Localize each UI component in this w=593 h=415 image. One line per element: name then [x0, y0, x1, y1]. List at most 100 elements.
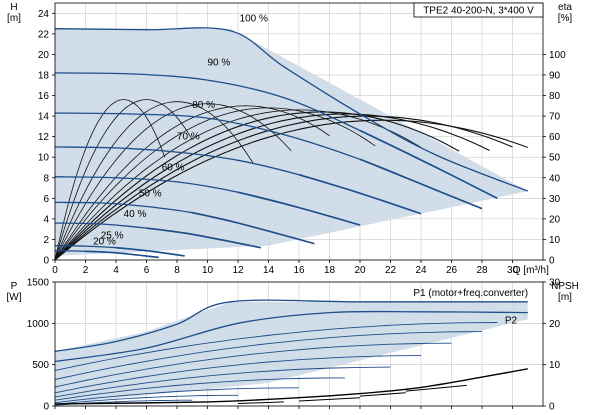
speed-label: 50 % [139, 188, 162, 199]
head-tick-label-x: 20 [354, 265, 366, 276]
npsh-partial-curve [298, 397, 361, 402]
power-ylabel: P [11, 281, 18, 292]
speed-label: 60 % [162, 163, 185, 174]
head-tick-label-x: 18 [324, 265, 336, 276]
head-tick-label-x: 6 [144, 265, 150, 276]
eta-curve [54, 107, 376, 261]
power-tick-label-y2: 10 [549, 360, 561, 371]
head-tick-label-y2: 90 [549, 70, 561, 81]
chart-title: TPE2 40-200-N, 3*400 V [423, 6, 534, 17]
power-y2label: [m] [558, 292, 572, 303]
head-tick-label-y: 2 [43, 235, 49, 246]
head-tick-label-x: 0 [52, 265, 58, 276]
head-tick-label-y: 14 [38, 112, 50, 123]
head-operating-envelope [55, 28, 528, 256]
head-tick-label-x: 16 [293, 265, 305, 276]
head-tick-label-y2: 20 [549, 214, 561, 225]
head-tick-label-y: 8 [43, 173, 49, 184]
eta-curve [54, 99, 193, 261]
head-tick-label-x: 2 [83, 265, 89, 276]
power-ylabel: [W] [7, 292, 22, 303]
npsh-partial-curve [405, 384, 467, 392]
head-curve-tail [146, 227, 262, 249]
power-tick-label-y2: 0 [549, 402, 555, 413]
eta-curve [54, 105, 330, 261]
speed-label: 90 % [208, 58, 231, 69]
power-series-curve [54, 299, 528, 353]
power-curve [54, 355, 422, 394]
head-curve-tail [237, 191, 361, 226]
power-curve [54, 322, 498, 371]
power-tick-label-y: 1000 [27, 319, 50, 330]
power-curve [54, 387, 300, 404]
head-tick-label-x: 8 [174, 265, 180, 276]
head-tick-label-y: 24 [38, 9, 50, 20]
head-tick-label-y: 18 [38, 70, 50, 81]
power-tick-label-y: 500 [32, 360, 49, 371]
head-curve-tail [85, 250, 159, 259]
eta-curve [54, 109, 422, 261]
power-curve [54, 366, 391, 398]
head-tick-label-x: 4 [113, 265, 119, 276]
power-y2label: NPSH [551, 281, 579, 292]
head-tick-label-y: 10 [38, 153, 50, 164]
npsh-curve [54, 368, 528, 405]
head-curve-tail [192, 211, 315, 245]
power-tick-label-y2: 20 [549, 319, 561, 330]
power-series-label: P2 [505, 315, 518, 326]
head-tick-label-x: 14 [263, 265, 275, 276]
head-tick-label-y2: 50 [549, 153, 561, 164]
head-tick-label-y2: 70 [549, 112, 561, 123]
head-tick-label-y2: 40 [549, 173, 561, 184]
power-tick-label-y2: 30 [549, 278, 561, 289]
speed-label: 25 % [101, 230, 124, 241]
power-tick-label-y: 0 [43, 402, 49, 413]
power-tick-label-y: 1500 [27, 278, 50, 289]
eta-curve [54, 101, 254, 261]
head-tick-label-x: 24 [415, 265, 427, 276]
power-series-label: P1 (motor+freq.converter) [413, 288, 528, 299]
head-curve [54, 27, 529, 192]
head-y2label: [%] [558, 13, 573, 24]
power-curve [54, 342, 452, 388]
head-y2label: eta [558, 2, 572, 13]
eta-curve [54, 115, 513, 261]
title-box [413, 2, 544, 18]
head-tick-label-y: 22 [38, 29, 50, 40]
head-tick-label-x: 26 [446, 265, 458, 276]
head-tick-label-y2: 60 [549, 132, 561, 143]
head-tick-label-y2: 100 [549, 50, 566, 61]
speed-label: 20 % [93, 237, 116, 248]
speed-label: 80 % [192, 100, 215, 111]
head-efficiency-panel: 100 %90 %80 %70 %60 %50 %40 %25 %20 %024… [7, 2, 572, 276]
power-npsh-panel: 0 500 1000 1500 0 10 20 30 P[W] NPSH[m] P1 (motor+… [7, 278, 579, 413]
npsh-partial-curve [237, 401, 284, 405]
head-tick-label-y: 20 [38, 50, 50, 61]
eta-curve [54, 103, 292, 261]
head-curve-tail [298, 173, 422, 215]
npsh-partial-curve [359, 392, 406, 397]
speed-label: 100 % [240, 14, 268, 25]
head-tick-label-y: 16 [38, 91, 50, 102]
head-tick-label-x: 28 [476, 265, 488, 276]
head-tick-label-y2: 10 [549, 235, 561, 246]
head-ylabel: [m] [7, 13, 21, 24]
head-curve-tail [359, 158, 483, 210]
speed-label: 70 % [177, 132, 200, 143]
head-tick-label-y: 0 [43, 256, 49, 267]
power-curve [54, 394, 238, 405]
head-tick-label-y: 12 [38, 132, 50, 143]
eta-curve [54, 111, 460, 261]
eta-curve [54, 99, 166, 261]
head-curve-tail [115, 246, 185, 257]
speed-label: 40 % [124, 209, 147, 220]
head-tick-label-x: 12 [232, 265, 244, 276]
head-tick-label-x: 30 [507, 265, 519, 276]
head-xlabel: Q [m³/h] [513, 265, 549, 276]
head-tick-label-x: 22 [385, 265, 397, 276]
head-ylabel: H [10, 2, 17, 13]
power-curve [54, 331, 483, 380]
power-series-curve [54, 310, 528, 363]
head-tick-label-y2: 30 [549, 194, 561, 205]
